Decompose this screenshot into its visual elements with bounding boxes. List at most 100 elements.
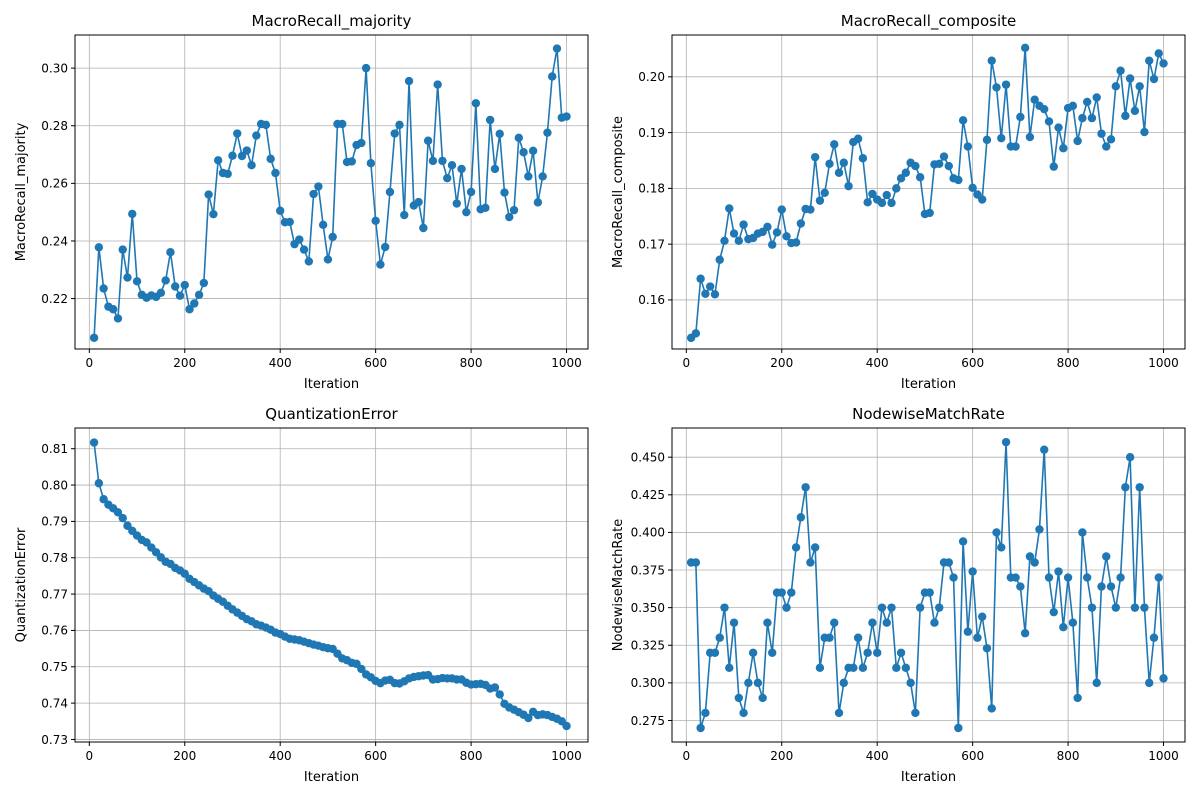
y-tick-label: 0.81 <box>41 442 68 456</box>
y-axis-label: MacroRecall_composite <box>611 116 626 268</box>
data-point <box>1082 97 1092 107</box>
chart-panel-3: 0 200 400 600 800 1000 0.73 0.74 0.75 0.76 0.77 0.7… <box>14 405 589 785</box>
x-tick-label: 0 <box>85 749 93 763</box>
data-point <box>1073 693 1082 703</box>
data-point <box>185 305 194 314</box>
data-point <box>1011 142 1020 151</box>
data-point <box>166 248 175 257</box>
y-tick-label: 0.17 <box>638 237 665 251</box>
data-point <box>94 243 104 252</box>
data-point <box>108 305 118 314</box>
data-point <box>1116 573 1125 582</box>
data-point <box>113 314 123 323</box>
x-tick-label: 200 <box>173 749 196 763</box>
data-point <box>338 119 347 129</box>
chart-panel-2: 0 200 400 600 800 1000 0.16 0.17 0.18 0.19 0.20 Mac… <box>611 12 1186 392</box>
data-point <box>1044 117 1054 126</box>
data-point <box>1049 162 1058 171</box>
series-line <box>691 442 1165 729</box>
data-point <box>806 205 815 214</box>
y-tick-label: 0.425 <box>631 488 665 502</box>
data-point <box>720 236 729 245</box>
x-tick-label: 200 <box>770 749 793 763</box>
data-point <box>233 129 242 138</box>
data-point <box>390 129 399 138</box>
x-axis-label: Iteration <box>901 377 956 392</box>
data-point <box>1097 582 1106 591</box>
data-point <box>815 196 825 205</box>
data-point <box>787 588 796 597</box>
data-point <box>1125 74 1135 83</box>
x-tick-label: 1000 <box>1148 356 1179 370</box>
data-point <box>977 195 987 204</box>
axes-frame <box>671 34 1186 350</box>
data-point <box>1054 567 1063 576</box>
data-point <box>123 273 132 282</box>
data-point <box>944 161 953 171</box>
data-point <box>505 212 514 222</box>
data-point <box>533 198 543 207</box>
data-point <box>447 161 457 170</box>
x-tick-label: 200 <box>770 356 793 370</box>
data-point <box>987 56 996 65</box>
data-point <box>763 222 772 232</box>
data-point <box>1130 603 1140 612</box>
data-point <box>395 120 404 130</box>
axes-frame <box>74 34 589 350</box>
data-point <box>1149 633 1159 642</box>
data-point <box>815 663 825 673</box>
x-tick-label: 0 <box>682 749 690 763</box>
data-point <box>247 161 256 170</box>
data-point <box>285 217 294 227</box>
data-point <box>1087 113 1097 123</box>
data-point <box>858 154 868 163</box>
data-point <box>524 172 533 181</box>
data-point <box>877 198 887 208</box>
data-point <box>209 209 218 219</box>
data-point <box>882 618 891 627</box>
data-point <box>99 495 108 504</box>
data-point <box>1092 678 1101 688</box>
data-point <box>1106 135 1116 144</box>
data-point <box>777 205 786 214</box>
data-point <box>954 175 963 185</box>
data-point <box>982 135 992 145</box>
y-axis-label: MacroRecall_majority <box>14 122 29 261</box>
y-tick-label: 0.26 <box>41 177 68 191</box>
data-point <box>1135 82 1144 91</box>
axes-frame <box>74 427 589 743</box>
data-point <box>328 232 337 242</box>
data-point <box>868 189 877 199</box>
y-tick-label: 0.30 <box>41 61 68 75</box>
data-point <box>796 513 806 522</box>
chart-title: NodewiseMatchRate <box>852 405 1005 423</box>
data-point <box>868 618 877 627</box>
data-point <box>715 255 724 264</box>
x-tick-label: 400 <box>866 749 889 763</box>
data-point <box>171 282 180 291</box>
data-point <box>357 664 366 674</box>
data-point <box>175 291 185 300</box>
data-point <box>849 663 858 673</box>
data-point <box>801 483 810 492</box>
data-point <box>768 648 777 657</box>
data-point <box>357 138 366 148</box>
data-point <box>1016 112 1025 122</box>
data-point <box>782 232 791 241</box>
data-point <box>318 220 328 230</box>
data-point <box>113 508 123 517</box>
data-point <box>925 588 934 597</box>
data-point <box>958 537 968 546</box>
x-tick-label: 1000 <box>1148 749 1179 763</box>
data-point <box>1025 552 1035 561</box>
data-point <box>223 169 232 179</box>
data-point <box>314 182 323 191</box>
data-point <box>400 210 409 220</box>
data-point <box>982 644 992 653</box>
data-point <box>1030 95 1039 104</box>
x-tick-label: 800 <box>1057 749 1080 763</box>
series-line <box>690 47 1165 339</box>
data-point <box>548 72 557 81</box>
data-point <box>500 188 509 197</box>
y-tick-label: 0.16 <box>638 293 665 307</box>
